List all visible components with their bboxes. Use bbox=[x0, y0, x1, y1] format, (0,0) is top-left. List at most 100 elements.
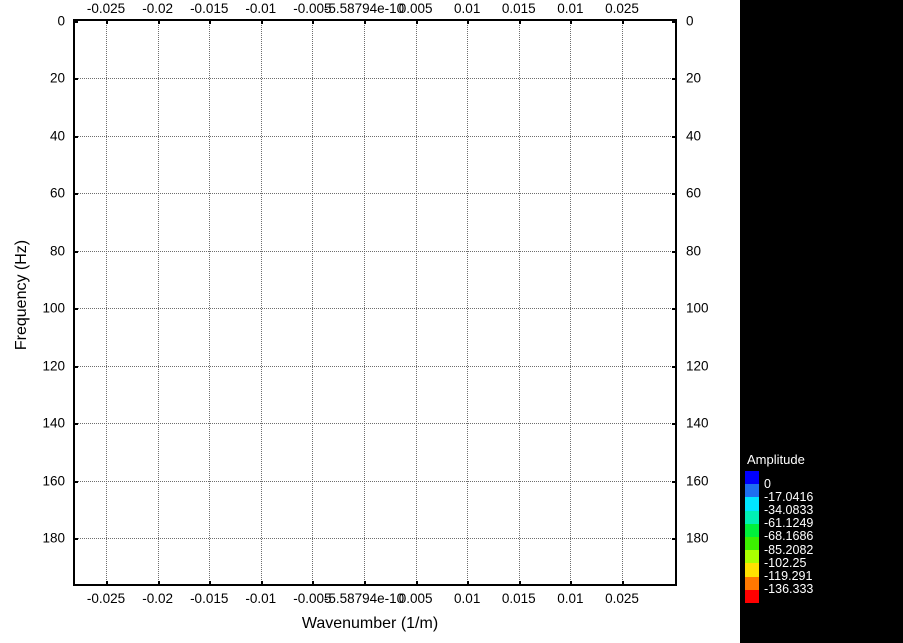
x-tick-label-bottom-4: -0.005 bbox=[293, 591, 332, 606]
tick-right-9 bbox=[672, 538, 677, 541]
tick-right-5 bbox=[672, 308, 677, 311]
x-tick-label-top-0: -0.025 bbox=[86, 1, 126, 16]
plot-frame bbox=[73, 19, 677, 586]
tick-top-10 bbox=[621, 19, 624, 24]
x-tick-label-top-9: 0.01 bbox=[557, 1, 584, 16]
colorbar: 0 -17.0416 -34.0833 -61.1249 -68.1686 -85.208… bbox=[745, 471, 865, 603]
colorbar-swatch-8 bbox=[745, 576, 759, 590]
x-tick-label-top-3: -0.01 bbox=[245, 1, 277, 16]
tick-bottom-8 bbox=[518, 581, 521, 586]
colorbar-row-0: 0 bbox=[745, 471, 865, 491]
tick-top-9 bbox=[570, 19, 573, 24]
x-tick-label-top-2: -0.015 bbox=[190, 1, 229, 16]
colorbar-row-9 bbox=[745, 589, 865, 603]
y-tick-label-right-9: 180 bbox=[686, 530, 709, 546]
tick-left-3 bbox=[73, 193, 78, 196]
colorbar-label-3: -61.1249 bbox=[764, 516, 814, 531]
y-tick-label-right-4: 80 bbox=[686, 243, 702, 259]
colorbar-row-7: -119.291 bbox=[745, 563, 865, 583]
y-tick-label-right-7: 140 bbox=[686, 415, 709, 431]
tick-bottom-10 bbox=[621, 581, 624, 586]
tick-top-0 bbox=[106, 19, 109, 24]
tick-top-6 bbox=[415, 19, 418, 24]
tick-left-6 bbox=[73, 365, 78, 368]
tick-top-8 bbox=[518, 19, 521, 24]
colorbar-swatch-0 bbox=[745, 471, 759, 485]
y-tick-label-right-1: 20 bbox=[686, 70, 702, 86]
x-tick-label-bottom-9: 0.01 bbox=[557, 591, 584, 606]
x-tick-label-bottom-3: -0.01 bbox=[245, 591, 277, 606]
x-tick-label-top-1: -0.02 bbox=[142, 1, 173, 16]
y-tick-label-right-5: 100 bbox=[686, 300, 709, 316]
y-tick-label-left-3: 60 bbox=[49, 185, 65, 201]
tick-bottom-3 bbox=[260, 581, 263, 586]
tick-right-1 bbox=[672, 78, 677, 81]
x-tick-label-top-6: 0.005 bbox=[398, 1, 433, 16]
tick-left-2 bbox=[73, 135, 78, 138]
tick-bottom-2 bbox=[209, 581, 212, 586]
x-tick-label-top-5: -5.58794e-10 bbox=[323, 1, 405, 16]
y-tick-label-left-8: 160 bbox=[42, 472, 65, 488]
tick-left-0 bbox=[73, 21, 78, 23]
y-tick-label-right-0: 0 bbox=[686, 13, 694, 29]
tick-left-9 bbox=[73, 538, 78, 541]
tick-left-4 bbox=[73, 250, 78, 253]
y-tick-label-left-1: 20 bbox=[49, 70, 65, 86]
colorbar-swatch-2 bbox=[745, 497, 759, 511]
tick-bottom-1 bbox=[157, 581, 160, 586]
x-tick-label-bottom-5: -5.58794e-10 bbox=[323, 591, 405, 606]
tick-bottom-5 bbox=[364, 581, 366, 586]
colorbar-swatch-4 bbox=[745, 523, 759, 537]
tick-top-7 bbox=[467, 19, 470, 24]
colorbar-label-6: -102.25 bbox=[764, 555, 807, 570]
tick-top-4 bbox=[312, 19, 315, 24]
colorbar-label-2: -34.0833 bbox=[764, 502, 814, 517]
colorbar-label-7: -119.291 bbox=[764, 568, 813, 583]
tick-right-4 bbox=[672, 250, 677, 253]
y-tick-label-left-0: 0 bbox=[57, 13, 65, 29]
tick-bottom-7 bbox=[467, 581, 470, 586]
tick-top-3 bbox=[260, 19, 263, 24]
colorbar-swatch-7 bbox=[745, 563, 759, 577]
y-tick-label-right-3: 60 bbox=[686, 185, 702, 201]
tick-bottom-9 bbox=[570, 581, 573, 586]
colorbar-swatch-5 bbox=[745, 536, 759, 551]
tick-bottom-6 bbox=[415, 581, 418, 586]
colorbar-swatch-1 bbox=[745, 484, 759, 498]
x-tick-label-bottom-0: -0.025 bbox=[86, 591, 126, 606]
colorbar-swatch-6 bbox=[745, 550, 759, 564]
colorbar-label-5: -85.2082 bbox=[764, 542, 814, 557]
tick-right-0 bbox=[672, 21, 677, 23]
y-tick-label-right-8: 160 bbox=[686, 472, 709, 488]
tick-top-2 bbox=[209, 19, 212, 24]
tick-right-6 bbox=[672, 365, 677, 368]
tick-top-5 bbox=[364, 19, 366, 24]
colorbar-swatch-9 bbox=[745, 589, 759, 603]
y-tick-label-left-4: 80 bbox=[49, 243, 65, 259]
y-tick-label-right-6: 120 bbox=[686, 357, 709, 373]
x-tick-label-bottom-8: 0.015 bbox=[501, 591, 536, 606]
tick-bottom-4 bbox=[312, 581, 315, 586]
y-tick-label-left-2: 40 bbox=[49, 128, 65, 144]
tick-left-8 bbox=[73, 480, 78, 483]
x-tick-label-top-4: -0.005 bbox=[293, 1, 332, 16]
tick-right-8 bbox=[672, 480, 677, 483]
colorbar-label-1: -17.0416 bbox=[764, 489, 814, 504]
tick-left-7 bbox=[73, 423, 78, 426]
tick-right-2 bbox=[672, 135, 677, 138]
colorbar-row-5: -85.2082 bbox=[745, 536, 865, 557]
x-tick-label-bottom-2: -0.015 bbox=[190, 591, 229, 606]
y-tick-label-right-2: 40 bbox=[686, 128, 702, 144]
colorbar-row-6: -102.25 bbox=[745, 550, 865, 570]
x-tick-label-bottom-7: 0.01 bbox=[454, 591, 481, 606]
x-tick-label-top-10: 0.025 bbox=[605, 1, 639, 16]
x-tick-label-top-7: 0.01 bbox=[454, 1, 481, 16]
colorbar-swatch-3 bbox=[745, 510, 759, 524]
colorbar-row-8: -136.333 bbox=[745, 576, 865, 596]
x-tick-label-bottom-1: -0.02 bbox=[142, 591, 173, 606]
colorbar-row-3: -61.1249 bbox=[745, 510, 865, 530]
tick-bottom-0 bbox=[106, 581, 109, 586]
y-tick-label-left-5: 100 bbox=[42, 300, 65, 316]
colorbar-label-4: -68.1686 bbox=[764, 529, 814, 544]
